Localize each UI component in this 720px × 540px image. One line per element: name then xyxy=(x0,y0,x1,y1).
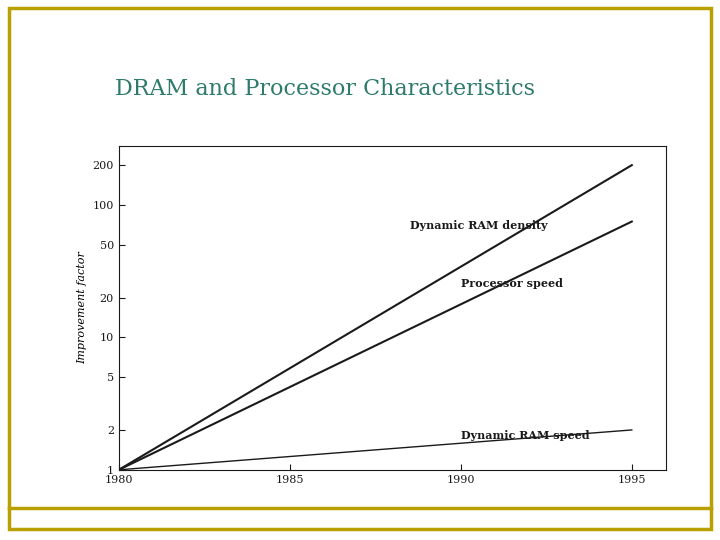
Y-axis label: Improvement factor: Improvement factor xyxy=(77,251,87,364)
Text: Processor speed: Processor speed xyxy=(461,278,563,289)
Text: Dynamic RAM speed: Dynamic RAM speed xyxy=(461,430,590,441)
Text: DRAM and Processor Characteristics: DRAM and Processor Characteristics xyxy=(115,78,535,100)
Text: Dynamic RAM density: Dynamic RAM density xyxy=(410,220,547,231)
